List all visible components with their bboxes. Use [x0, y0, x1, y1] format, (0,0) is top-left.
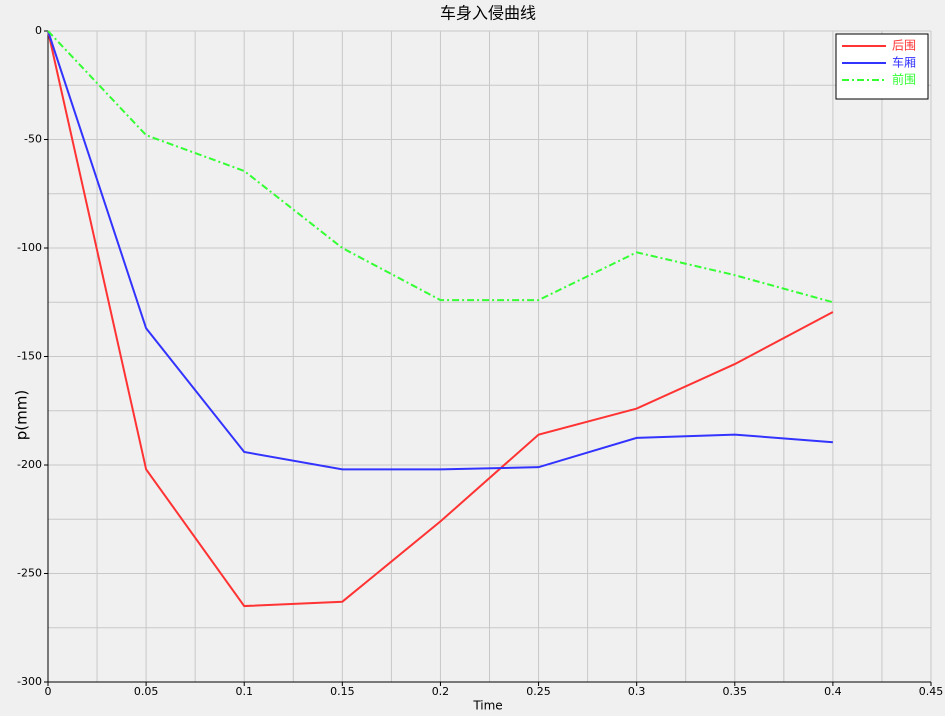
y-axis-label: p(mm) — [13, 390, 31, 440]
x-tick-label: 0.2 — [432, 685, 450, 698]
x-axis-label: Time — [472, 699, 502, 713]
series-line — [47, 30, 833, 471]
y-tick-label: -300 — [17, 675, 42, 688]
legend-label: 车厢 — [892, 55, 916, 70]
x-tick-label: 0.1 — [235, 685, 253, 698]
x-tick-label: 0.4 — [824, 685, 842, 698]
chart-title: 车身入侵曲线 — [440, 4, 536, 23]
y-tick-label: -50 — [24, 133, 42, 146]
x-tick-label: 0.05 — [134, 685, 159, 698]
x-tick-label: 0.35 — [723, 685, 748, 698]
legend-label: 后围 — [892, 39, 916, 53]
x-tick-label: 0.15 — [330, 685, 355, 698]
x-tick-label: 0.45 — [919, 685, 944, 698]
x-tick-label: 0 — [45, 685, 52, 698]
y-tick-label: -150 — [17, 350, 42, 363]
series-line — [47, 30, 834, 304]
legend-label: 前围 — [892, 72, 916, 87]
y-tick-label: 0 — [35, 24, 42, 37]
legend — [835, 33, 929, 100]
x-tick-label: 0.3 — [628, 685, 646, 698]
y-tick-label: -200 — [17, 458, 42, 471]
y-tick-label: -100 — [17, 241, 42, 254]
y-tick-label: -250 — [17, 567, 42, 580]
x-tick-label: 0.25 — [526, 685, 551, 698]
series-line — [47, 30, 834, 608]
